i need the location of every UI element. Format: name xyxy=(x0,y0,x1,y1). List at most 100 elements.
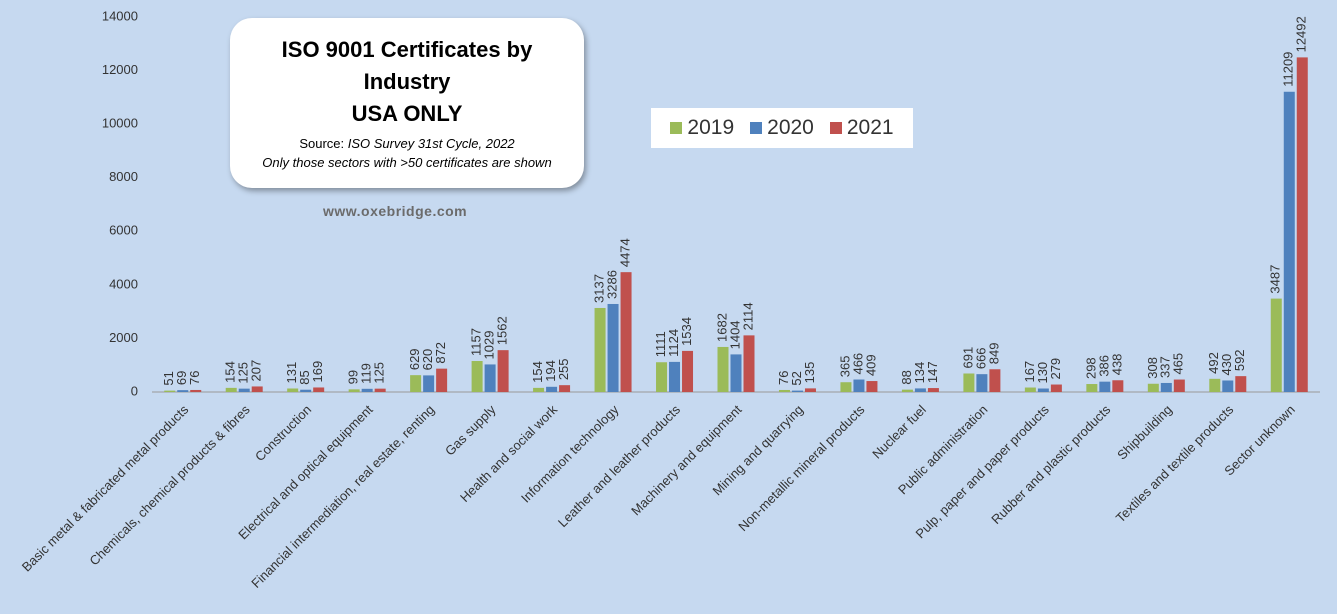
bar xyxy=(791,390,803,392)
value-label: 76 xyxy=(776,370,791,384)
y-tick-label: 12000 xyxy=(102,62,138,77)
bar xyxy=(177,390,189,392)
source-label: Source: xyxy=(299,136,345,151)
bar xyxy=(1050,384,1062,392)
x-tick-label: Rubber and plastic products xyxy=(988,402,1113,527)
legend-label: 2021 xyxy=(846,116,894,139)
legend-label: 2019 xyxy=(687,116,735,139)
value-label: 131 xyxy=(284,362,299,384)
bar xyxy=(190,389,202,392)
bar xyxy=(620,272,632,392)
bar xyxy=(361,388,373,392)
bar xyxy=(594,307,606,392)
x-tick-label: Textiles and textile products xyxy=(1113,402,1237,526)
value-label: 1124 xyxy=(666,329,681,357)
legend-label: 2020 xyxy=(767,116,814,139)
value-label: 409 xyxy=(863,354,878,376)
bar xyxy=(1099,381,1111,392)
bar xyxy=(853,379,865,392)
bar xyxy=(1147,383,1159,392)
bar xyxy=(1112,380,1124,392)
value-label: 386 xyxy=(1096,355,1111,377)
title-box: ISO 9001 Certificates by Industry USA ON… xyxy=(230,18,584,188)
bar xyxy=(374,388,386,392)
bar xyxy=(717,346,729,392)
bar xyxy=(1037,388,1049,392)
legend-item: 2020 xyxy=(750,116,814,140)
y-tick-label: 8000 xyxy=(109,169,138,184)
x-tick-label: Construction xyxy=(252,402,314,464)
x-tick-label: Leather and leather products xyxy=(555,402,683,530)
bar xyxy=(914,388,926,392)
bar xyxy=(607,303,619,392)
legend-swatch xyxy=(670,122,683,134)
value-label: 438 xyxy=(1109,354,1124,376)
value-label: 130 xyxy=(1035,362,1050,384)
value-label: 1111 xyxy=(653,331,668,357)
bar xyxy=(1086,384,1098,392)
value-label: 592 xyxy=(1232,349,1247,371)
bar xyxy=(1173,379,1185,392)
bar xyxy=(471,361,483,392)
bar xyxy=(1160,382,1172,392)
bar xyxy=(497,350,509,392)
value-label: 51 xyxy=(161,371,176,385)
value-label: 1157 xyxy=(469,328,484,356)
x-tick-label: Electrical and optical equipment xyxy=(235,402,376,543)
value-label: 1404 xyxy=(727,320,742,349)
value-label: 76 xyxy=(187,370,202,384)
bar xyxy=(840,382,852,392)
value-label: 466 xyxy=(850,353,865,375)
bar xyxy=(866,381,878,392)
x-tick-label: Nuclear fuel xyxy=(869,402,929,462)
value-label: 194 xyxy=(543,360,558,382)
value-label: 308 xyxy=(1145,357,1160,379)
bar xyxy=(410,375,422,392)
bar xyxy=(251,386,263,392)
value-label: 849 xyxy=(986,343,1001,365)
chart-subtitle: USA ONLY xyxy=(351,101,463,126)
value-label: 1562 xyxy=(495,316,510,345)
bar xyxy=(533,387,545,392)
value-label: 52 xyxy=(789,371,804,385)
x-tick-label: Shipbuilding xyxy=(1114,402,1175,463)
bar xyxy=(804,388,816,392)
value-label: 99 xyxy=(346,370,361,384)
bar xyxy=(1270,298,1282,392)
source-text: ISO Survey 31st Cycle, 2022 xyxy=(347,136,515,151)
legend-swatch xyxy=(829,122,842,134)
value-label: 125 xyxy=(372,362,387,384)
bar xyxy=(976,374,988,392)
value-label: 492 xyxy=(1206,352,1221,374)
value-label: 154 xyxy=(530,361,545,383)
bar xyxy=(300,389,312,392)
value-label: 85 xyxy=(297,370,312,384)
bar xyxy=(1296,57,1308,393)
value-label: 1029 xyxy=(482,331,497,360)
watermark: www.oxebridge.com xyxy=(323,203,468,219)
value-label: 3286 xyxy=(604,270,619,299)
value-label: 12492 xyxy=(1294,16,1309,52)
y-tick-label: 0 xyxy=(131,383,138,398)
y-tick-label: 2000 xyxy=(109,330,138,345)
legend: 2019 2020 2021 xyxy=(651,108,913,148)
value-label: 169 xyxy=(310,361,325,383)
value-label: 147 xyxy=(925,361,940,383)
value-label: 255 xyxy=(556,358,571,380)
bar xyxy=(989,369,1001,392)
bar xyxy=(1283,91,1295,393)
value-label: 125 xyxy=(236,362,251,384)
bar xyxy=(927,388,939,392)
x-tick-label: Non-metallic mineral products xyxy=(735,402,868,535)
bar xyxy=(682,350,694,392)
legend-item: 2019 xyxy=(670,116,734,140)
chart-title: ISO 9001 Certificates by Industry xyxy=(281,37,533,94)
value-label: 691 xyxy=(960,347,975,369)
value-label: 872 xyxy=(433,342,448,364)
note: Only those sectors with >50 certificates… xyxy=(262,155,552,170)
bar xyxy=(164,390,176,392)
bar xyxy=(743,335,755,392)
bar xyxy=(730,354,742,392)
value-label: 3487 xyxy=(1268,265,1283,294)
